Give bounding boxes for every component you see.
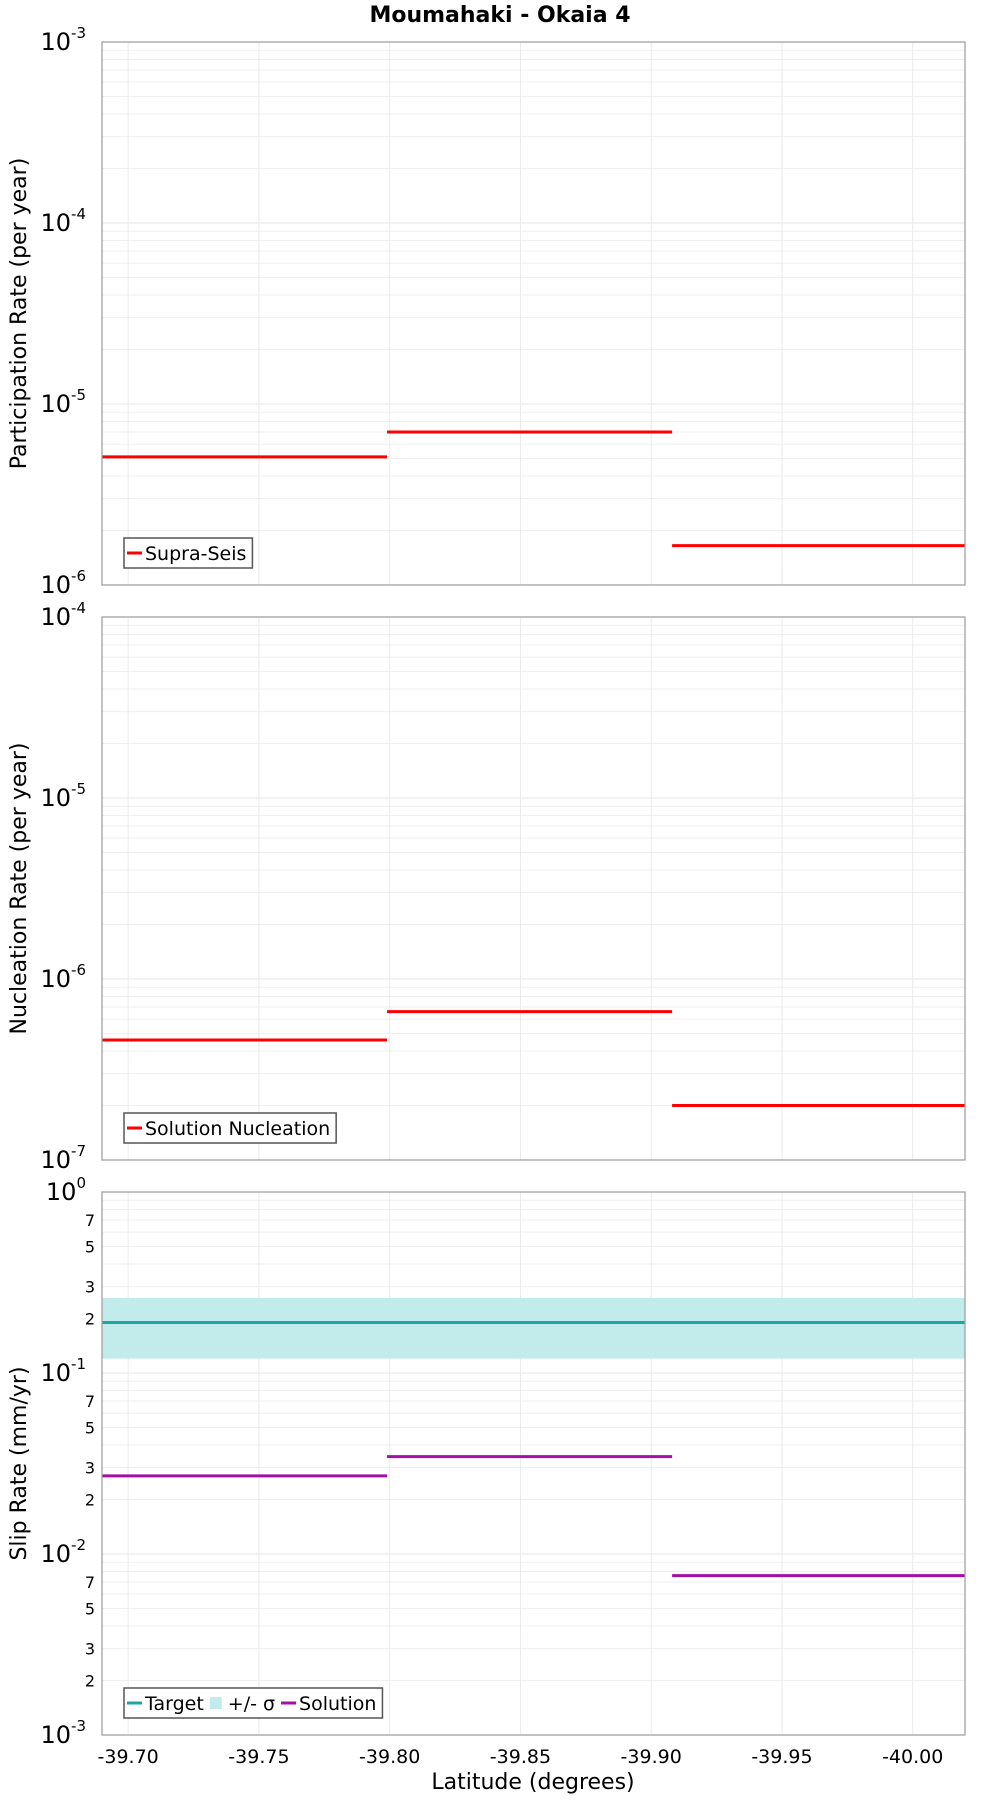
x-axis-title: Latitude (degrees) (431, 1770, 634, 1795)
y-minor-tick-label: 2 (85, 1672, 95, 1691)
y-axis-title: Participation Rate (per year) (7, 158, 32, 470)
x-tick-label: -39.70 (98, 1746, 159, 1768)
legend-frame (123, 1687, 384, 1719)
y-tick-label: 10-5 (40, 386, 86, 418)
y-axis-title: Nucleation Rate (per year) (7, 743, 32, 1035)
y-minor-tick-label: 7 (85, 1392, 95, 1411)
y-tick-label: 10-1 (40, 1355, 86, 1387)
x-tick-label: -39.75 (228, 1746, 289, 1768)
y-tick-label: 10-4 (40, 205, 86, 237)
plot-frame (101, 41, 966, 586)
y-minor-tick-label: 3 (85, 1640, 95, 1659)
y-tick-label: 10-3 (40, 1717, 86, 1749)
y-tick-label: 100 (46, 1174, 86, 1206)
y-tick-label: 10-2 (40, 1536, 86, 1568)
y-tick-label: 10-3 (40, 24, 86, 56)
plot-frame (101, 616, 966, 1161)
legend-symbol (209, 1697, 222, 1709)
y-tick-label: 10-6 (40, 567, 86, 599)
panel-1: 10-6 10-5 10-4 10-3 Participation Rate (per … (7, 24, 966, 599)
y-tick-label: 10-5 (40, 780, 86, 812)
x-tick-label: -39.90 (621, 1746, 682, 1768)
panel-3: 10-3 10-2 10-1 100 2 3 5 7 2 3 5 7 2 3 5 7 Slip Rate (mm… (7, 1174, 966, 1749)
y-axis-title: Slip Rate (mm/yr) (7, 1366, 32, 1560)
y-tick-label: 10-6 (40, 961, 86, 993)
plot-area (102, 617, 965, 1160)
y-minor-tick-label: 2 (85, 1491, 95, 1510)
legend-frame (123, 537, 254, 569)
plot-area (102, 1192, 965, 1735)
legend-label: Solution (299, 1693, 376, 1715)
legend-background (124, 538, 253, 568)
legend: Solution Nucleation (123, 1112, 337, 1144)
y-minor-tick-label: 2 (85, 1310, 95, 1329)
legend-label: Target (144, 1693, 204, 1715)
y-minor-tick-label: 3 (85, 1459, 95, 1478)
x-tick-label: -40.00 (882, 1746, 943, 1768)
y-tick-label: 10-7 (40, 1142, 86, 1174)
y-tick-label: 10-4 (40, 599, 86, 631)
y-minor-tick-label: 7 (85, 1211, 95, 1230)
legend-label: Supra-Seis (145, 543, 246, 565)
legend-label: +/- σ (228, 1693, 275, 1715)
x-tick-label: -39.80 (359, 1746, 420, 1768)
uncertainty-band (102, 1297, 965, 1359)
legend: Target +/- σ Solution (123, 1687, 384, 1719)
y-minor-tick-label: 5 (85, 1418, 95, 1437)
plot-area (102, 42, 965, 585)
x-tick-label: -39.95 (751, 1746, 812, 1768)
y-minor-tick-label: 3 (85, 1278, 95, 1297)
legend-background (124, 1688, 383, 1718)
legend-label: Solution Nucleation (145, 1118, 330, 1140)
legend: Supra-Seis (123, 537, 254, 569)
panel-2: 10-7 10-6 10-5 10-4 Nucleation Rate (per yea… (7, 599, 966, 1174)
y-minor-tick-label: 5 (85, 1599, 95, 1618)
chart-title: Moumahaki - Okaia 4 (369, 3, 630, 28)
x-tick-label: -39.85 (490, 1746, 551, 1768)
legend-frame (123, 1112, 337, 1144)
y-minor-tick-label: 7 (85, 1573, 95, 1592)
y-minor-tick-label: 5 (85, 1237, 95, 1256)
plot-frame (101, 1191, 966, 1736)
legend-background (124, 1113, 337, 1143)
